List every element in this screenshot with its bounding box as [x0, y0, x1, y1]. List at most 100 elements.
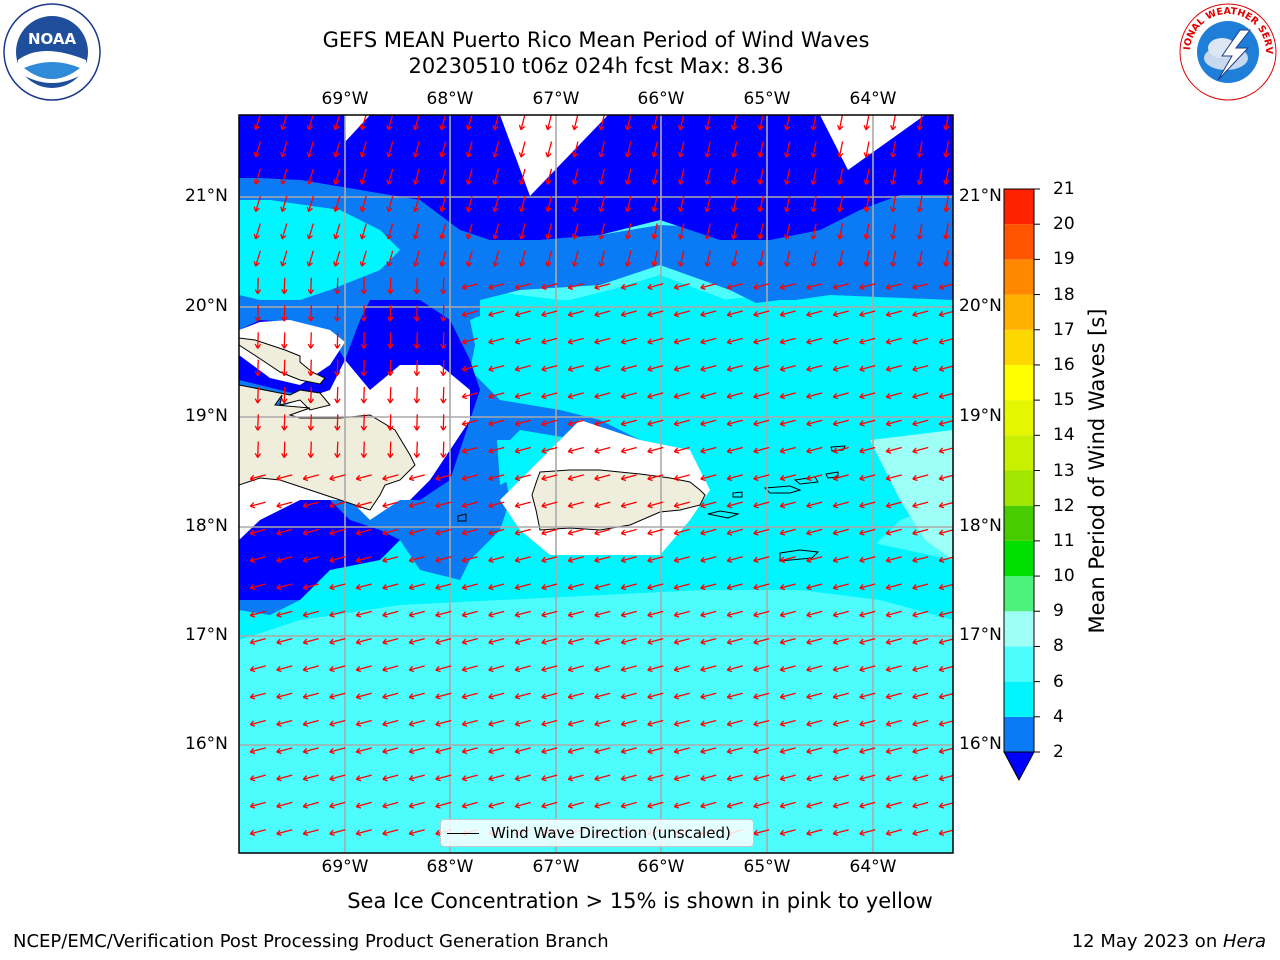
arrow-head: [412, 261, 419, 267]
wave-direction-arrow: [859, 829, 876, 835]
arrow-head: [281, 452, 288, 458]
arrow-head: [885, 365, 892, 372]
arrow-head: [359, 261, 366, 267]
arrow-head: [726, 584, 733, 591]
wave-direction-arrow: [308, 141, 314, 158]
colorbar-segment: [1004, 540, 1034, 577]
arrow-head: [885, 392, 892, 400]
wave-direction-arrow: [912, 829, 929, 835]
wave-direction-arrow: [674, 474, 690, 480]
wave-direction-arrow: [440, 141, 447, 158]
wave-direction-arrow: [626, 168, 632, 185]
arrow-head: [806, 420, 812, 427]
arrow-head: [518, 179, 526, 185]
arrow-head: [832, 829, 839, 836]
wave-direction-arrow: [621, 419, 637, 425]
arrow-head: [333, 261, 340, 267]
wave-direction-arrow: [493, 223, 500, 240]
wave-direction-arrow: [382, 747, 399, 753]
arrow-head: [276, 584, 282, 591]
wave-direction-arrow: [674, 419, 690, 425]
wave-direction-arrow: [493, 141, 500, 158]
wave-direction-arrow: [647, 392, 664, 398]
colorbar-segment: [1004, 470, 1034, 506]
arrow-head: [943, 179, 950, 185]
arrow-head: [594, 392, 600, 400]
arrow-head: [624, 261, 632, 267]
wave-direction-arrow: [944, 195, 950, 212]
arrow-head: [943, 125, 950, 131]
arrow-head: [753, 638, 759, 645]
arrow-head: [704, 124, 711, 131]
wave-direction-arrow: [706, 223, 711, 240]
arrow-head: [571, 206, 579, 213]
wave-direction-arrow: [541, 638, 558, 644]
wave-direction-arrow: [546, 115, 552, 130]
arrow-head: [382, 665, 388, 673]
lon-label-top: 66°W: [637, 89, 685, 109]
wave-direction-arrow: [276, 474, 293, 480]
wave-direction-arrow: [488, 283, 505, 289]
arrow-head: [281, 316, 288, 322]
wave-direction-arrow: [780, 392, 796, 398]
arrow-head: [488, 584, 494, 591]
arrow-head: [624, 152, 632, 158]
arrow-head: [726, 338, 733, 345]
arrow-head: [280, 206, 287, 213]
wave-direction-arrow: [467, 223, 473, 240]
wave-direction-arrow: [785, 195, 791, 212]
arrow-head: [329, 474, 335, 482]
wave-direction-arrow: [599, 141, 606, 158]
wave-direction-arrow: [568, 774, 584, 780]
arrow-head: [806, 638, 812, 645]
wave-direction-arrow: [594, 801, 611, 808]
wave-direction-arrow: [334, 223, 341, 240]
wave-direction-arrow: [918, 195, 923, 212]
arrow-head: [938, 747, 945, 755]
wave-direction-arrow: [700, 446, 717, 453]
colorbar-tick-label: 4: [1053, 706, 1064, 727]
wave-direction-arrow: [257, 277, 259, 294]
wave-direction-arrow: [674, 446, 690, 453]
wave-direction-arrow: [276, 583, 293, 589]
arrow-head: [359, 179, 366, 185]
wave-direction-arrow: [515, 528, 531, 535]
colorbar-tick-label: 19: [1053, 249, 1075, 270]
wave-direction-arrow: [255, 223, 261, 240]
wave-direction-arrow: [515, 283, 531, 289]
arrow-head: [514, 638, 521, 645]
wave-direction-arrow: [440, 115, 447, 130]
arrow-head: [938, 556, 945, 563]
wave-direction-arrow: [886, 829, 902, 835]
arrow-head: [281, 289, 288, 295]
arrow-head: [541, 638, 547, 645]
wave-direction-arrow: [568, 528, 584, 535]
wave-direction-arrow: [626, 250, 632, 267]
colorbar-tick-label: 8: [1053, 636, 1064, 657]
wave-direction-arrow: [780, 665, 796, 671]
wave-direction-arrow: [865, 168, 870, 185]
wave-direction-arrow: [568, 419, 584, 425]
wave-direction-arrow: [939, 420, 953, 425]
arrow-head: [334, 398, 341, 404]
arrow-head: [620, 720, 627, 727]
arrow-head: [943, 234, 950, 240]
wave-direction-arrow: [806, 610, 823, 617]
wave-direction-arrow: [329, 474, 346, 480]
arrow-head: [440, 371, 447, 377]
arrow-head: [541, 392, 547, 400]
arrow-head: [912, 720, 918, 727]
arrow-head: [571, 124, 579, 131]
wave-direction-arrow: [462, 474, 478, 480]
wave-direction-arrow: [310, 386, 312, 404]
wave-direction-arrow: [621, 747, 637, 753]
wave-direction-arrow: [653, 168, 658, 185]
arrow-head: [461, 638, 468, 645]
wave-direction-arrow: [700, 392, 717, 398]
arrow-head: [276, 775, 282, 782]
arrow-head: [700, 283, 706, 290]
wave-direction-arrow: [334, 115, 341, 130]
wave-direction-arrow: [939, 501, 953, 507]
arrow-head: [647, 447, 653, 454]
arrow-head: [916, 206, 923, 213]
